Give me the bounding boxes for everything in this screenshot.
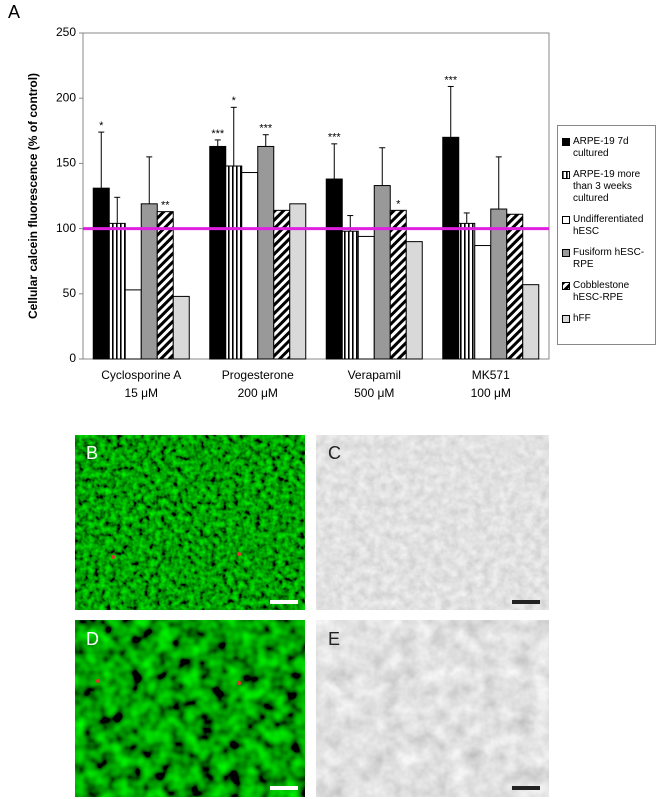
legend-swatch xyxy=(562,138,570,146)
bar xyxy=(108,222,126,360)
y-tick-label: 0 xyxy=(69,351,76,365)
error-bar xyxy=(447,85,454,138)
legend-swatch xyxy=(562,171,570,179)
error-bar xyxy=(214,139,221,147)
significance-label: *** xyxy=(211,128,225,140)
legend-label: ARPE-19 7d cultured xyxy=(573,136,629,159)
micrograph xyxy=(75,620,305,797)
legend-entry: Fusiform hESC-RPE xyxy=(562,247,651,271)
significance-label: *** xyxy=(328,132,342,144)
bar xyxy=(209,145,227,360)
plot-frame xyxy=(82,32,550,360)
x-tick-label: 200 μM xyxy=(238,386,278,400)
legend-label: Fusiform hESC-RPE xyxy=(573,247,645,270)
bar xyxy=(289,203,307,360)
bar xyxy=(458,222,476,360)
legend-swatch xyxy=(562,249,570,257)
bar xyxy=(225,165,243,360)
error-bar xyxy=(331,143,338,180)
scale-bar xyxy=(512,786,540,790)
legend-swatch xyxy=(562,282,570,290)
cell-dot xyxy=(237,681,241,685)
panel-label: A xyxy=(8,2,20,22)
bar xyxy=(357,235,375,360)
legend-entry: ARPE-19 7d cultured xyxy=(562,136,651,160)
panel-label: D xyxy=(86,629,99,649)
bar xyxy=(257,145,275,360)
legend-label: Cobblestone hESC-RPE xyxy=(573,280,630,303)
bar xyxy=(490,208,508,360)
significance-label: * xyxy=(396,198,401,210)
error-bar xyxy=(230,106,237,167)
legend-entry: Undifferentiated hESC xyxy=(562,214,651,238)
legend: ARPE-19 7d cultured ARPE-19 more than 3 w… xyxy=(557,125,656,345)
micrograph xyxy=(75,435,305,610)
scale-bar xyxy=(270,600,298,604)
cell-dot xyxy=(111,555,115,559)
bar xyxy=(325,178,343,360)
bar xyxy=(405,241,423,360)
significance-label: ** xyxy=(161,200,170,212)
y-tick-label: 100 xyxy=(56,221,76,235)
legend-label: hFF xyxy=(573,313,591,324)
scale-bar xyxy=(270,786,298,790)
bar xyxy=(172,295,190,360)
legend-entry: Cobblestone hESC-RPE xyxy=(562,280,651,304)
error-bar xyxy=(262,134,269,147)
x-tick-label: 500 μM xyxy=(354,386,394,400)
legend-label: Undifferentiated hESC xyxy=(573,214,644,237)
bar xyxy=(506,213,524,360)
y-tick-label: 150 xyxy=(56,156,76,170)
legend-entry: hFF xyxy=(562,313,651,325)
cell-dot xyxy=(237,552,241,556)
error-bar xyxy=(495,156,502,210)
scale-bar xyxy=(512,600,540,604)
y-tick-label: 250 xyxy=(56,25,76,39)
bar xyxy=(92,187,110,360)
bar xyxy=(273,209,291,360)
x-tick-label: 100 μM xyxy=(471,386,511,400)
panel-label: C xyxy=(328,443,341,463)
error-bar xyxy=(463,212,470,224)
error-bar xyxy=(379,147,386,186)
y-tick-label: 50 xyxy=(63,286,77,300)
error-bar xyxy=(114,196,121,224)
legend-entry: ARPE-19 more than 3 weeks cultured xyxy=(562,169,651,205)
bar xyxy=(442,136,460,360)
x-tick-label: Cyclosporine A xyxy=(101,368,181,382)
bar xyxy=(156,211,174,360)
bar xyxy=(474,245,492,360)
significance-label: *** xyxy=(259,123,273,135)
error-bar xyxy=(146,156,153,204)
legend-swatch xyxy=(562,315,570,323)
y-tick-label: 200 xyxy=(56,90,76,104)
x-tick-label: MK571 xyxy=(472,368,510,382)
error-bar xyxy=(98,131,105,189)
bar xyxy=(522,284,540,360)
legend-label: ARPE-19 more than 3 weeks cultured xyxy=(573,169,641,204)
significance-label: * xyxy=(99,120,104,132)
x-tick-label: 15 μM xyxy=(124,386,158,400)
bar xyxy=(373,185,391,360)
significance-label: * xyxy=(232,95,237,107)
y-axis-label: Cellular calcein fluorescence (% of cont… xyxy=(26,73,40,319)
x-tick-label: Verapamil xyxy=(348,368,401,382)
bar xyxy=(341,230,359,360)
micrograph xyxy=(316,435,549,610)
significance-label: *** xyxy=(444,74,458,86)
bar xyxy=(389,209,407,360)
cell-dot xyxy=(96,679,100,683)
bar xyxy=(241,172,259,360)
panel-label: B xyxy=(86,443,98,463)
x-tick-label: Progesterone xyxy=(222,368,294,382)
bar xyxy=(124,289,142,360)
legend-swatch xyxy=(562,216,570,224)
panel-label: E xyxy=(328,629,340,649)
micrograph xyxy=(316,620,549,797)
